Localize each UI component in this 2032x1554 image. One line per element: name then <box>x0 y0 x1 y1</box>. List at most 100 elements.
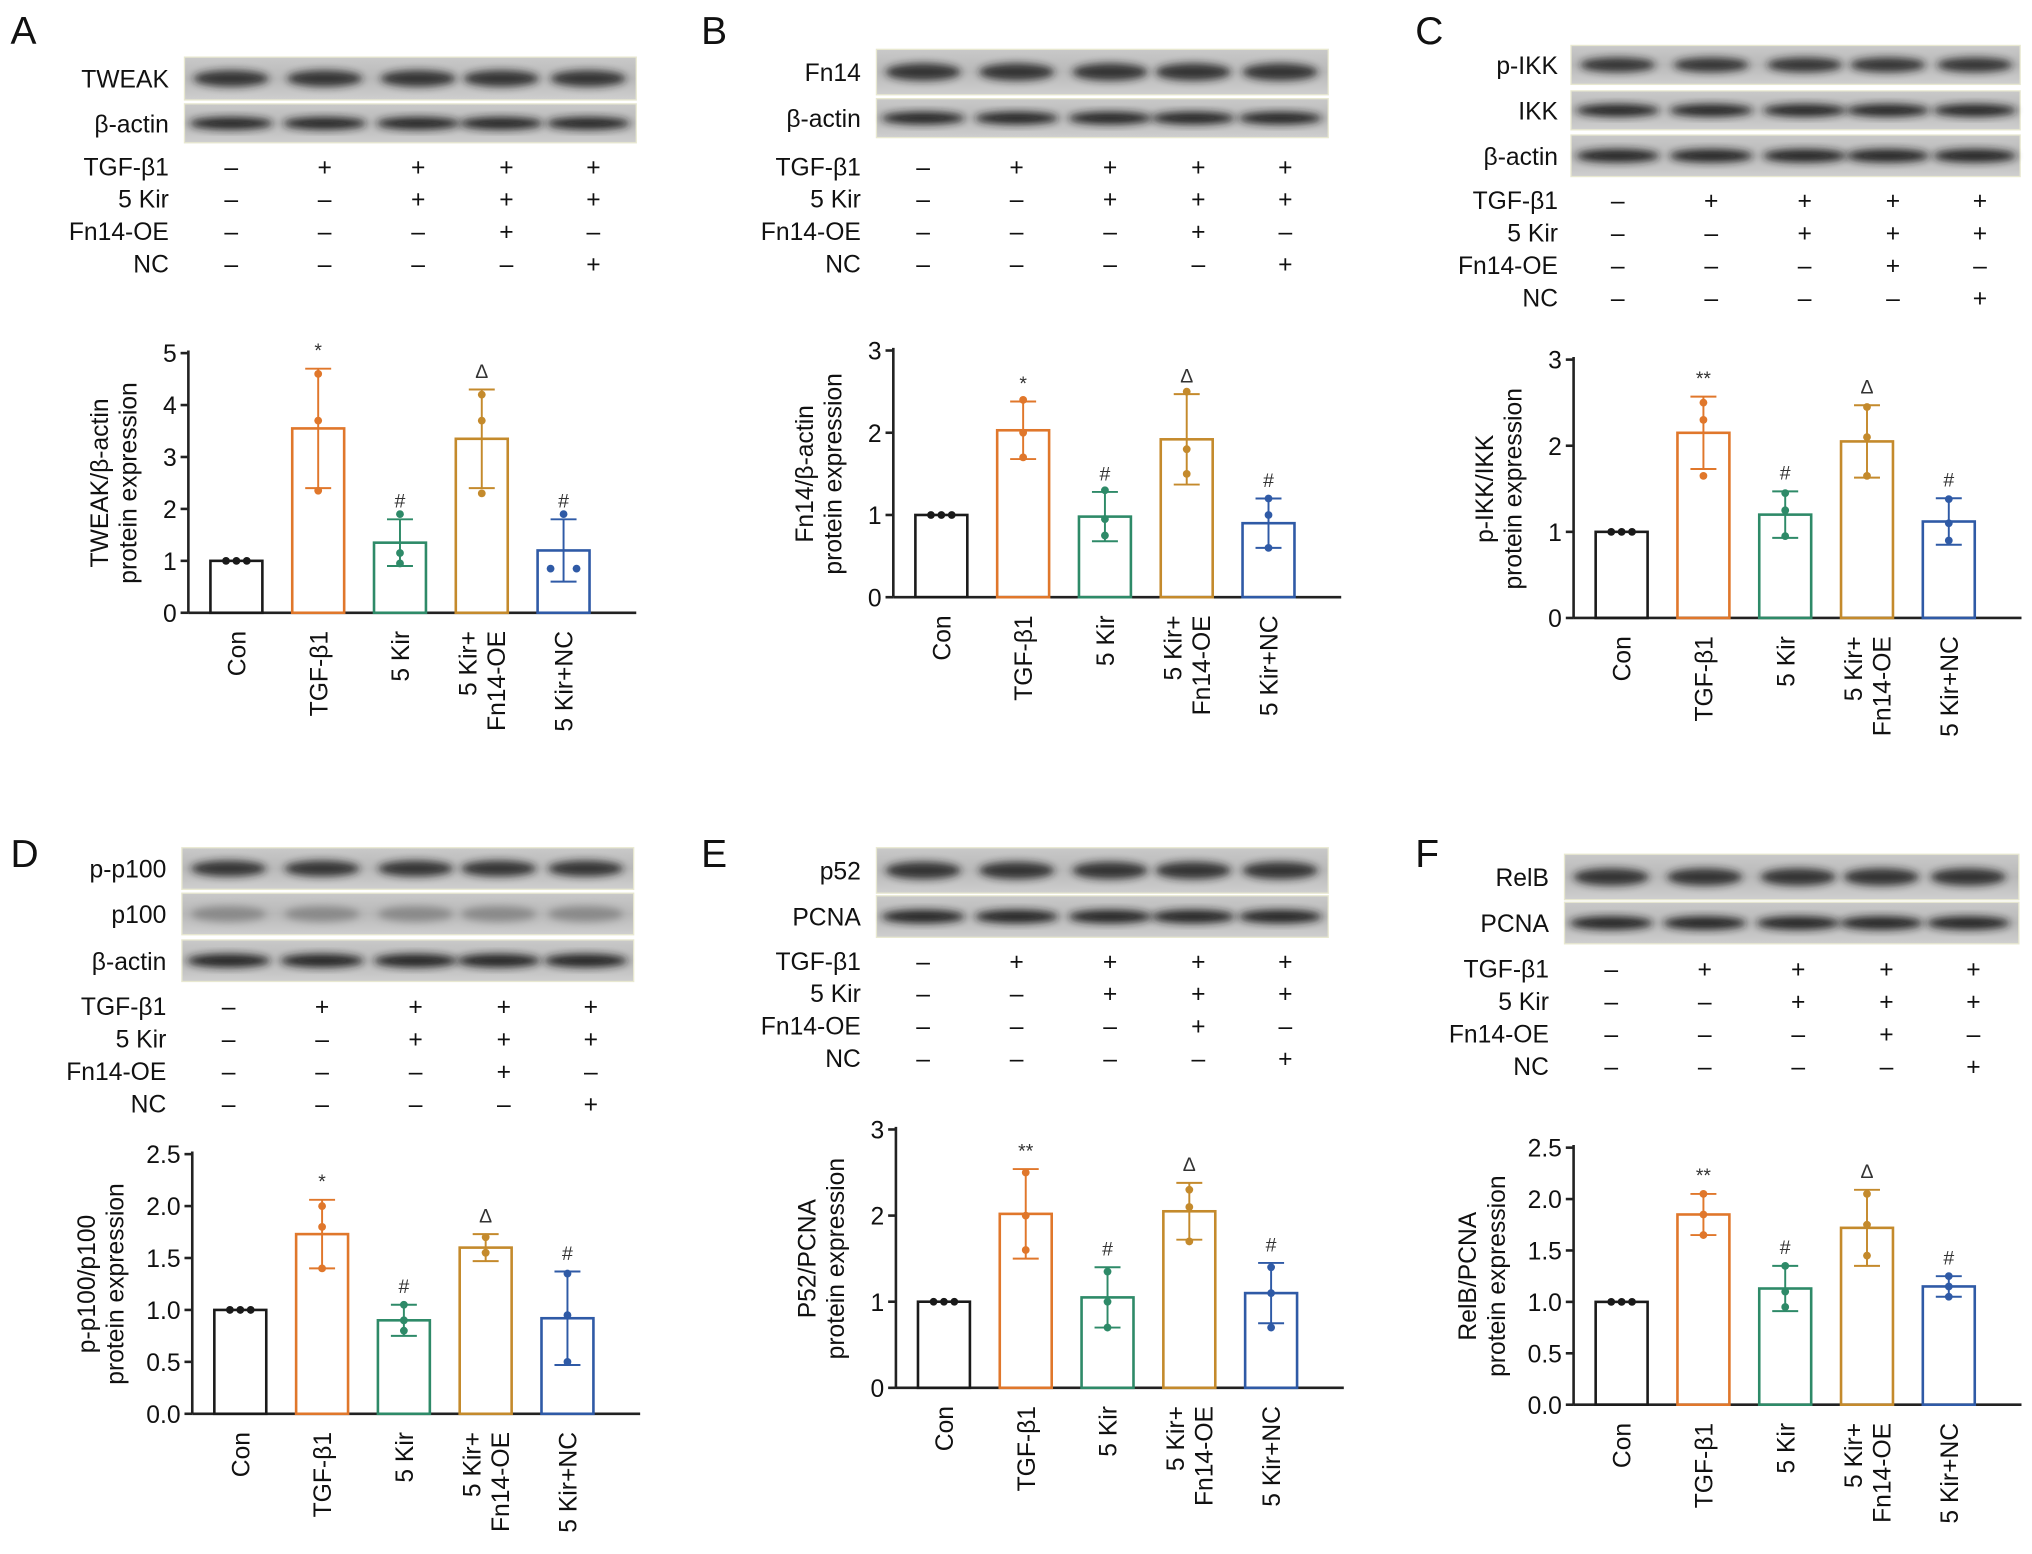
data-point <box>1944 1272 1953 1281</box>
data-point <box>481 1233 490 1242</box>
treatment-sign: + <box>1278 1046 1292 1073</box>
blot-band <box>546 117 630 130</box>
y-tick-label: 0.5 <box>146 1350 180 1377</box>
data-point <box>1607 1297 1616 1306</box>
blot-band <box>1763 149 1847 163</box>
data-point <box>1863 1220 1871 1229</box>
treatment-sign: + <box>1879 957 1893 984</box>
y-tick-label: 3 <box>871 1118 885 1145</box>
blot-band <box>190 906 267 922</box>
data-point <box>1185 1185 1194 1194</box>
treatment-label: TGF-β1 <box>775 154 860 181</box>
treatment-sign: – <box>1698 1054 1712 1081</box>
data-point <box>314 370 323 378</box>
significance-mark: * <box>1019 373 1027 395</box>
data-point <box>1944 536 1953 545</box>
treatment-sign: + <box>584 1092 598 1119</box>
blot-band <box>189 117 273 130</box>
blot-band <box>1576 104 1660 117</box>
data-point <box>563 1311 572 1320</box>
data-point <box>1019 428 1028 437</box>
data-point <box>1863 433 1871 442</box>
x-tick-label: Con <box>228 1432 255 1477</box>
x-tick-label: 5 Kir <box>1096 1406 1123 1457</box>
treatment-sign: – <box>224 252 238 279</box>
data-point <box>246 1306 255 1314</box>
blot-label: Fn14 <box>805 60 861 87</box>
y-tick-label: 1 <box>163 549 177 576</box>
treatment-sign: – <box>1604 989 1618 1016</box>
treatment-sign: + <box>1698 957 1712 984</box>
treatment-sign: – <box>315 1059 329 1086</box>
treatment-sign: + <box>1973 220 1987 247</box>
significance-mark: ** <box>1696 1165 1712 1187</box>
blot-band <box>547 860 624 877</box>
treatment-sign: – <box>1279 1014 1293 1041</box>
treatment-sign: + <box>1103 154 1117 181</box>
treatment-sign: – <box>1880 1054 1894 1081</box>
treatment-label: NC <box>825 252 861 279</box>
blot-band <box>881 909 965 924</box>
treatment-sign: – <box>1010 1014 1024 1041</box>
bar <box>1594 1300 1649 1406</box>
data-point <box>1182 387 1191 396</box>
y-tick-label: 1.0 <box>1528 1290 1562 1317</box>
treatment-sign: – <box>1611 220 1625 247</box>
bar <box>458 1246 513 1416</box>
blot-band <box>1576 149 1660 163</box>
blot-band <box>284 860 360 877</box>
treatment-sign: – <box>916 219 930 246</box>
treatment-sign: + <box>411 154 425 181</box>
panel-letter: E <box>701 833 727 876</box>
blot-band <box>550 70 626 87</box>
treatment-label: NC <box>131 1092 167 1119</box>
x-tick-label: Fn14-OE <box>1192 1406 1219 1506</box>
data-point <box>1781 1303 1790 1311</box>
treatment-label: TGF-β1 <box>83 154 168 181</box>
blot-band <box>1763 104 1847 117</box>
treatment-sign: – <box>411 252 425 279</box>
data-point <box>1863 1251 1871 1260</box>
x-tick-label: 5 Kir <box>392 1432 419 1483</box>
blot-label: PCNA <box>792 905 861 932</box>
blot-band <box>1843 868 1919 886</box>
blot-band <box>376 117 460 130</box>
y-axis-label: protein expression <box>1484 1175 1511 1376</box>
treatment-sign: – <box>916 1014 930 1041</box>
data-point <box>399 1326 408 1335</box>
panel-c: Cp-IKK IKK β-actin TGF-β1 – + + + +5 Kir – – + + + Fn1… <box>1415 10 2022 737</box>
data-point <box>1863 1190 1871 1198</box>
blot-band <box>463 70 539 87</box>
data-point <box>1267 1263 1275 1272</box>
blot-band <box>459 117 543 130</box>
data-point <box>1699 471 1708 480</box>
significance-mark: # <box>395 491 406 513</box>
treatment-sign: – <box>916 981 930 1008</box>
treatment-sign: + <box>1879 1021 1893 1048</box>
data-point <box>1863 471 1871 480</box>
treatment-sign: – <box>1010 252 1024 279</box>
data-point <box>1863 403 1871 411</box>
treatment-sign: – <box>222 994 236 1021</box>
blot-band <box>1238 111 1322 125</box>
data-point <box>318 1264 326 1273</box>
y-tick-label: 4 <box>163 393 177 420</box>
blot-band <box>1846 149 1930 163</box>
blot-band <box>1242 63 1318 81</box>
data-point <box>396 549 404 557</box>
data-point <box>396 559 404 568</box>
data-point <box>1101 531 1109 540</box>
treatment-sign: – <box>315 1092 329 1119</box>
treatment-label: Fn14-OE <box>1458 253 1558 280</box>
blot-label: β-actin <box>92 949 166 976</box>
treatment-sign: + <box>408 994 422 1021</box>
treatment-label: Fn14-OE <box>1449 1021 1549 1048</box>
data-point <box>1699 398 1708 407</box>
treatment-sign: – <box>1279 219 1293 246</box>
treatment-label: 5 Kir <box>810 981 861 1008</box>
treatment-label: 5 Kir <box>1507 220 1558 247</box>
y-axis-label: protein expression <box>1501 388 1528 589</box>
data-point <box>1781 532 1790 541</box>
blot-band <box>1663 916 1747 930</box>
